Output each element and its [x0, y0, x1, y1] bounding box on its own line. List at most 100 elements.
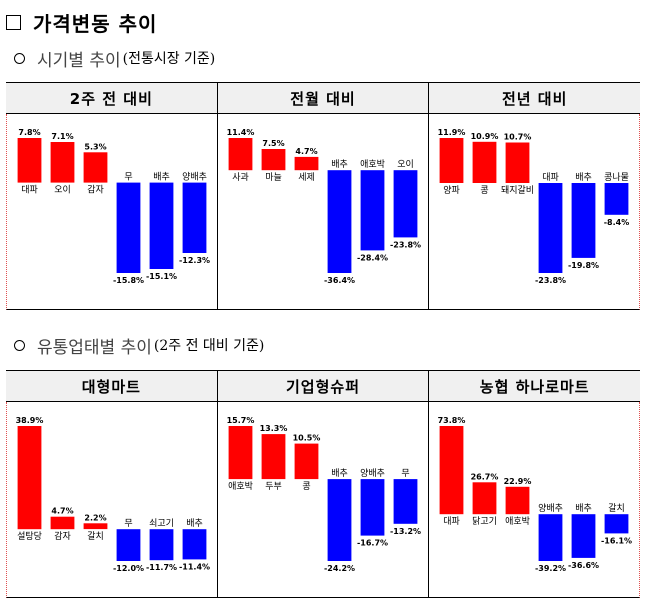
bar-쇠고기	[149, 529, 174, 561]
bar-value-label: 7.5%	[262, 139, 284, 148]
bar-배추	[571, 183, 596, 258]
page-title: 가격변동 추이	[33, 11, 158, 36]
bar-배추	[327, 170, 352, 273]
bar-category-label: 배추	[153, 172, 170, 183]
bar-value-label: 22.9%	[504, 477, 532, 486]
bar-value-label: 7.1%	[51, 132, 73, 141]
bar-value-label: 73.8%	[438, 416, 466, 425]
bar-category-label: 사과	[232, 172, 249, 183]
bar-chart: 15.7% 애호박 13.3% 두부 10.5% 콩 -24.2% 배추 -16.7% 양배추 -1…	[227, 416, 421, 573]
panel-title: 전월 대비	[218, 83, 430, 113]
bar-대파	[538, 183, 563, 273]
bar-value-label: -36.4%	[324, 276, 355, 285]
page-title-row: 가격변동 추이	[6, 7, 157, 37]
panel-title: 전년 대비	[501, 89, 568, 108]
bar-오이	[393, 170, 418, 238]
bar-무	[116, 182, 141, 273]
bar-category-label: 돼지갈비	[501, 185, 534, 196]
bar-양파	[439, 138, 464, 183]
chart-panel: 73.8% 대파 26.7% 닭고기 22.9% 애호박 -39.2% 양배추 -36.6% 배추…	[429, 402, 639, 597]
section-heading-main: 유통업태별 추이	[37, 337, 152, 358]
bar-value-label: -12.0%	[113, 564, 144, 573]
bar-value-label: -8.4%	[604, 218, 630, 227]
bar-category-label: 감자	[54, 530, 71, 542]
panel-group-period: 2주 전 대비 전월 대비 전년 대비 7.8% 대파 7.1% 오이 5.3% 감자 -1…	[6, 82, 640, 310]
section-heading-period: 시기별 추이 (전통시장 기준)	[14, 46, 215, 71]
bar-category-label: 마늘	[265, 172, 282, 183]
panel-title: 기업형슈퍼	[218, 371, 430, 401]
bar-category-label: 배추	[575, 172, 592, 183]
bar-value-label: -11.4%	[179, 562, 210, 571]
bar-value-label: 10.7%	[504, 133, 532, 142]
bar-세제	[294, 156, 319, 171]
bar-category-label: 배추	[331, 159, 348, 170]
panel-body-row: 38.9% 설탕당 4.7% 감자 2.2% 갈치 -12.0% 무 -11.7% 쇠고기 -11.…	[6, 402, 640, 598]
bar-value-label: 10.5%	[293, 434, 321, 443]
bar-value-label: 4.7%	[51, 507, 73, 516]
bar-category-label: 대파	[21, 185, 38, 196]
bar-갈치	[83, 523, 108, 530]
bar-value-label: -13.2%	[390, 527, 421, 536]
bar-category-label: 양배추	[182, 172, 207, 183]
panel-group-channel: 대형마트 기업형슈퍼 농협 하나로마트 38.9% 설탕당 4.7% 감자 2.2% 갈치…	[6, 370, 640, 598]
bar-value-label: -23.8%	[535, 276, 566, 285]
bar-category-label: 양파	[443, 185, 460, 196]
bar-양배추	[182, 182, 207, 253]
bar-대파	[17, 138, 42, 183]
bar-category-label: 무	[124, 172, 132, 183]
bar-category-label: 설탕당	[17, 531, 42, 542]
bar-category-label: 갈치	[87, 530, 104, 542]
section-heading-channel: 유통업태별 추이 (2주 전 대비 기준)	[14, 333, 265, 358]
bar-value-label: -28.4%	[357, 253, 388, 262]
chart-panel: 7.8% 대파 7.1% 오이 5.3% 감자 -15.8% 무 -15.1% 배추 -12.3% 양…	[7, 114, 218, 309]
bar-value-label: -23.8%	[390, 240, 421, 249]
bar-category-label: 배추	[331, 468, 348, 479]
bar-설탕당	[17, 426, 42, 530]
bar-category-label: 콩나물	[604, 172, 629, 183]
bar-value-label: 38.9%	[16, 416, 44, 425]
bar-돼지갈비	[505, 142, 530, 183]
bar-category-label: 오이	[54, 185, 71, 196]
bar-category-label: 쇠고기	[149, 518, 174, 529]
chart-panel: 15.7% 애호박 13.3% 두부 10.5% 콩 -24.2% 배추 -16.7% 양배추 -1…	[218, 402, 429, 597]
bar-category-label: 배추	[186, 518, 203, 529]
bar-value-label: -15.1%	[146, 272, 177, 281]
bar-category-label: 애호박	[360, 159, 385, 170]
bar-애호박	[360, 170, 385, 251]
bar-value-label: -36.6%	[568, 561, 599, 570]
bar-오이	[50, 142, 75, 183]
bar-value-label: -15.8%	[113, 276, 144, 285]
bar-value-label: -24.2%	[324, 564, 355, 573]
chart-panel: 11.4% 사과 7.5% 마늘 4.7% 세제 -36.4% 배추 -28.4% 애호박 -23.…	[218, 114, 429, 309]
bar-value-label: 2.2%	[84, 513, 106, 522]
bar-value-label: 10.9%	[471, 132, 499, 141]
bar-category-label: 콩	[302, 481, 310, 492]
bar-콩	[472, 141, 497, 183]
bar-갈치	[604, 514, 629, 534]
panel-title: 대형마트	[6, 371, 218, 401]
bar-양배추	[538, 514, 563, 561]
bar-category-label: 대파	[542, 172, 559, 183]
bar-category-label: 콩	[480, 185, 488, 196]
bar-category-label: 세제	[298, 172, 315, 183]
panel-title: 2주 전 대비	[6, 83, 218, 113]
bar-value-label: -11.7%	[146, 563, 177, 572]
bar-category-label: 감자	[87, 184, 104, 196]
bar-무	[393, 479, 418, 524]
bar-value-label: -16.1%	[601, 536, 632, 545]
bar-배추	[327, 479, 352, 561]
bar-배추	[149, 182, 174, 269]
panel-title: 농협 하나로마트	[479, 377, 590, 396]
bar-category-label: 갈치	[608, 502, 625, 514]
bar-chart: 38.9% 설탕당 4.7% 감자 2.2% 갈치 -12.0% 무 -11.7% 쇠고기 -11.…	[16, 416, 210, 573]
bar-두부	[261, 434, 286, 480]
bar-value-label: -12.3%	[179, 256, 210, 265]
checkbox-icon	[6, 14, 21, 30]
section-heading-sub: (2주 전 대비 기준)	[153, 338, 265, 354]
bar-닭고기	[472, 482, 497, 515]
chart-panel: 38.9% 설탕당 4.7% 감자 2.2% 갈치 -12.0% 무 -11.7% 쇠고기 -11.…	[7, 402, 218, 597]
bar-category-label: 닭고기	[472, 515, 497, 527]
bar-category-label: 무	[401, 468, 409, 479]
panel-body-row: 7.8% 대파 7.1% 오이 5.3% 감자 -15.8% 무 -15.1% 배추 -12.3% 양…	[6, 114, 640, 310]
bar-양배추	[360, 479, 385, 536]
